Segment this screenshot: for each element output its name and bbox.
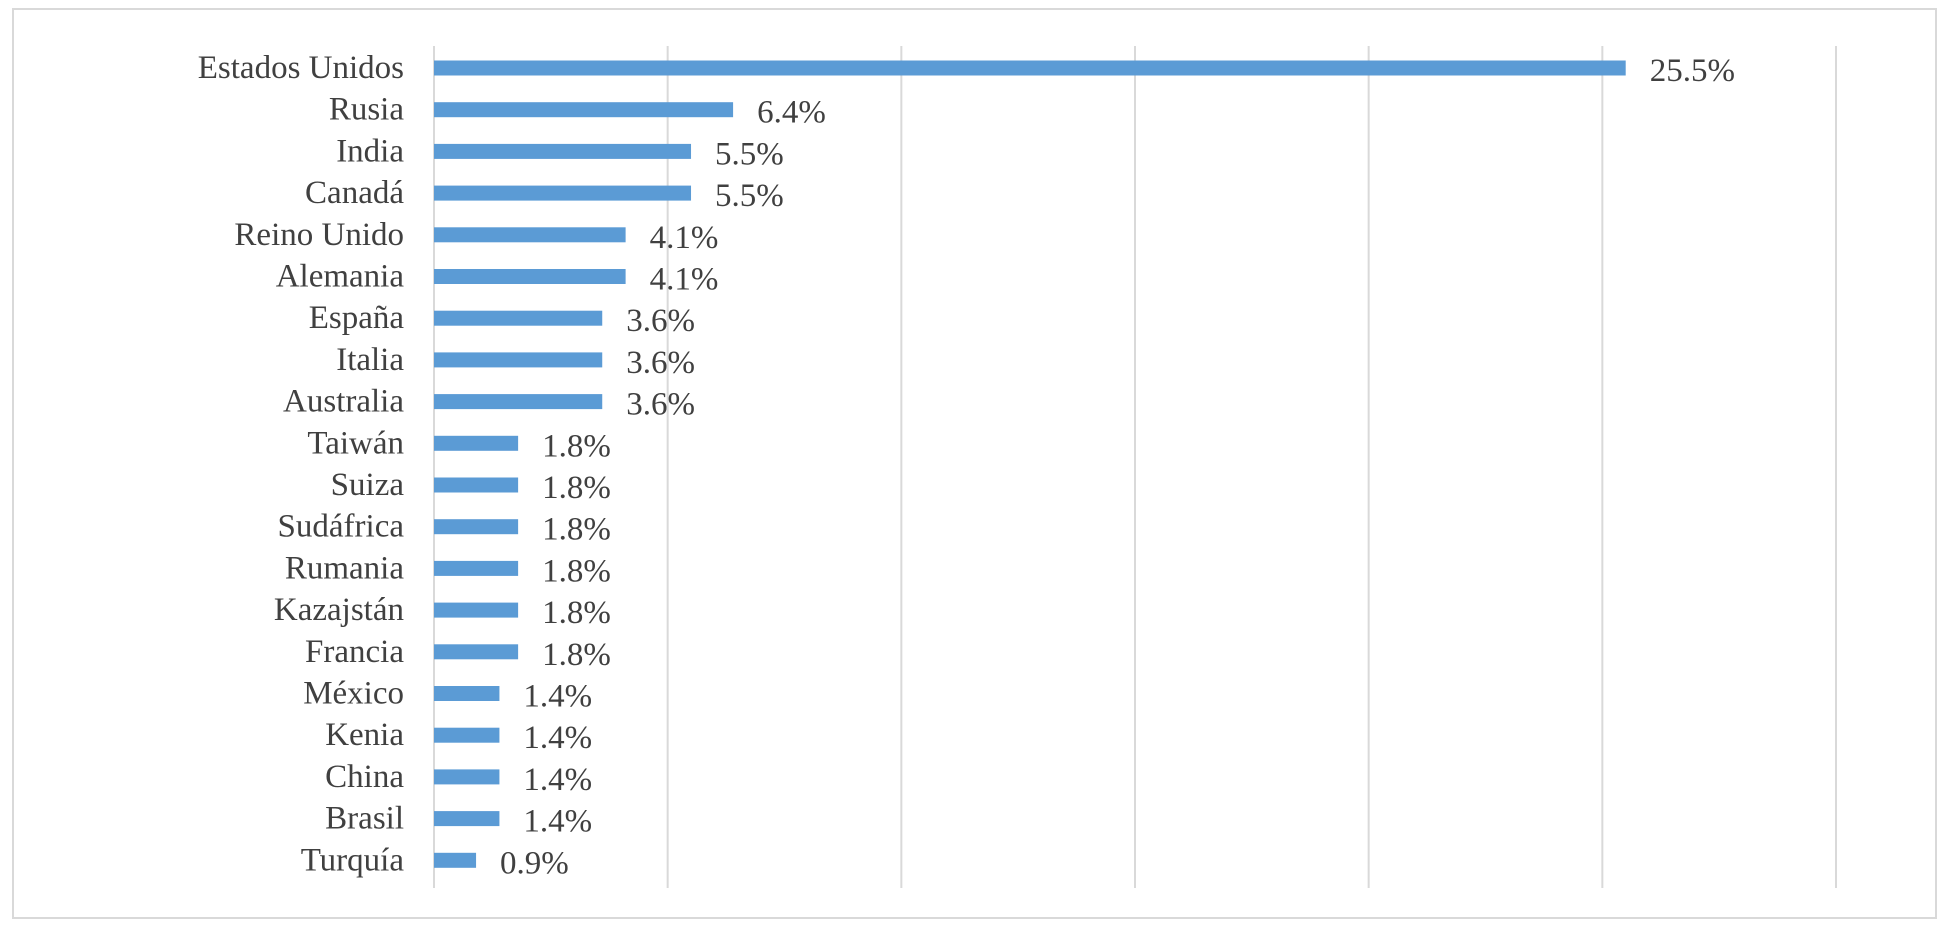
data-label: 1.4% (523, 762, 592, 798)
category-label: Australia (283, 384, 404, 420)
bar (434, 686, 500, 701)
data-label: 3.6% (626, 387, 695, 423)
data-label: 1.8% (542, 512, 611, 548)
category-label: Reino Unido (234, 217, 404, 253)
category-label: Alemania (276, 259, 405, 295)
data-label: 1.4% (523, 679, 592, 715)
category-label: Suiza (331, 467, 405, 503)
category-label: Taiwán (307, 425, 404, 461)
bar (434, 143, 692, 159)
value-labels: 25.5% 6.4% 5.5% 5.5% 4.1% 4.1% 3.6% 3.6% 3.6% 1.8… (500, 53, 1735, 881)
data-label: 4.1% (650, 220, 719, 256)
category-label: Sudáfrica (278, 509, 405, 545)
chart-frame: Estados Unidos Rusia India Canadá Reino Unid… (12, 8, 1937, 919)
bar (434, 394, 603, 410)
category-label: Turquía (301, 842, 405, 878)
data-label: 4.1% (650, 262, 719, 298)
category-label: Francia (305, 634, 404, 670)
bar (434, 727, 500, 743)
bars (434, 60, 1626, 868)
category-label: Kazajstán (274, 592, 404, 628)
data-label: 1.8% (542, 553, 611, 589)
bar (434, 352, 603, 368)
bar (434, 769, 500, 785)
category-label: Estados Unidos (198, 50, 404, 86)
bar (434, 602, 519, 618)
bar (434, 477, 519, 493)
data-label: 0.9% (500, 845, 569, 881)
data-label: 5.5% (715, 178, 784, 214)
data-label: 25.5% (1650, 53, 1735, 89)
gridlines (433, 46, 1837, 888)
category-label: Canadá (305, 175, 404, 211)
category-label: Kenia (325, 717, 404, 753)
bar (434, 102, 734, 118)
bar (434, 435, 519, 451)
data-label: 1.8% (542, 637, 611, 673)
data-label: 5.5% (715, 136, 784, 172)
bar (434, 227, 626, 243)
bar (434, 310, 603, 326)
data-label: 1.8% (542, 595, 611, 631)
bar (434, 644, 519, 660)
data-label: 1.4% (523, 804, 592, 840)
bar (434, 269, 626, 284)
category-label: Rumania (285, 550, 404, 586)
bar (434, 519, 519, 535)
data-label: 1.8% (542, 428, 611, 464)
bar (434, 811, 500, 827)
data-label: 6.4% (757, 95, 826, 131)
data-label: 3.6% (626, 303, 695, 339)
bar (434, 185, 692, 201)
category-label: España (309, 300, 405, 336)
category-label: Brasil (325, 801, 404, 837)
category-label: India (336, 133, 404, 169)
category-label: México (303, 676, 404, 712)
data-label: 1.4% (523, 720, 592, 756)
data-label: 3.6% (626, 345, 695, 381)
bar (434, 60, 1626, 76)
bar (434, 560, 519, 576)
bar-chart: Estados Unidos Rusia India Canadá Reino Unid… (198, 46, 1837, 888)
data-label: 1.8% (542, 470, 611, 506)
bar (434, 852, 477, 868)
category-label: Rusia (329, 92, 405, 128)
category-labels: Estados Unidos Rusia India Canadá Reino Unid… (198, 50, 405, 878)
category-label: China (325, 759, 404, 795)
category-label: Italia (336, 342, 404, 378)
